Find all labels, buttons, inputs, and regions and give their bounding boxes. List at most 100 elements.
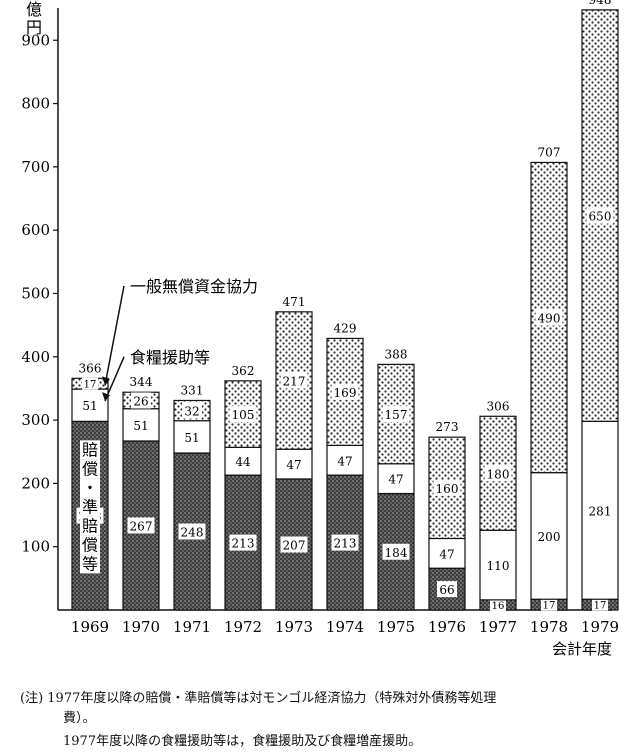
value-label: 157 bbox=[385, 408, 408, 422]
value-label: 650 bbox=[589, 210, 612, 224]
value-label-bg bbox=[335, 452, 355, 469]
series-label-char: ・ bbox=[82, 478, 98, 497]
value-label: 51 bbox=[82, 399, 97, 413]
total-label: 707 bbox=[538, 145, 561, 159]
value-label: 110 bbox=[487, 559, 510, 573]
x-tick-label: 1974 bbox=[326, 618, 364, 636]
value-label: 47 bbox=[388, 473, 403, 487]
value-label-bg bbox=[331, 534, 359, 551]
value-label: 169 bbox=[334, 386, 357, 400]
value-label-bg bbox=[535, 309, 563, 326]
total-label: 948 bbox=[589, 0, 612, 7]
value-label-bg bbox=[229, 534, 257, 551]
value-label-bg bbox=[382, 406, 410, 423]
series-label-char: 賠 bbox=[82, 440, 98, 459]
x-tick-label: 1978 bbox=[530, 618, 568, 636]
value-label-bg bbox=[80, 397, 100, 414]
value-label-bg bbox=[592, 598, 608, 611]
value-label: 248 bbox=[181, 526, 204, 540]
value-label: 51 bbox=[133, 419, 148, 433]
value-label-bg bbox=[586, 207, 614, 224]
value-label-bg bbox=[437, 545, 457, 562]
y-tick-label: 700 bbox=[21, 158, 50, 176]
value-label-bg bbox=[586, 502, 614, 519]
series-label-char: 等 bbox=[82, 554, 98, 573]
series-label-char: 賠 bbox=[82, 516, 98, 535]
x-tick-label: 1971 bbox=[173, 618, 211, 636]
value-label: 47 bbox=[439, 547, 454, 561]
series-label-bg bbox=[80, 440, 100, 460]
value-label: 47 bbox=[286, 458, 301, 472]
value-label-bg bbox=[127, 517, 155, 534]
y-tick-label: 100 bbox=[21, 538, 50, 556]
x-tick-label: 1979 bbox=[581, 618, 619, 636]
value-label: 66 bbox=[439, 583, 454, 597]
note-line-3: 1977年度以降の食糧援助等は，食糧援助及び食糧増産援助。 bbox=[63, 734, 422, 749]
value-label-bg bbox=[182, 428, 202, 445]
value-label: 281 bbox=[589, 504, 612, 518]
total-label: 388 bbox=[385, 347, 408, 361]
y-tick-label: 300 bbox=[21, 411, 50, 429]
value-label: 17 bbox=[594, 601, 607, 612]
value-label: 32 bbox=[184, 405, 199, 419]
x-tick-label: 1970 bbox=[122, 618, 160, 636]
value-label-bg bbox=[284, 456, 304, 473]
series-label-bg bbox=[80, 535, 100, 555]
x-tick-label: 1977 bbox=[479, 618, 517, 636]
value-label: 213 bbox=[232, 537, 255, 551]
value-label-bg bbox=[331, 383, 359, 400]
value-label-bg bbox=[233, 453, 253, 470]
value-label: 213 bbox=[334, 537, 357, 551]
value-label-bg bbox=[386, 470, 406, 487]
value-label: 207 bbox=[283, 538, 306, 552]
value-label-bg bbox=[433, 479, 461, 496]
y-tick-label: 400 bbox=[21, 348, 50, 366]
value-label-bg bbox=[82, 377, 98, 390]
total-label: 344 bbox=[130, 375, 153, 389]
y-tick-label: 200 bbox=[21, 474, 50, 492]
callout-arrow-food-aid bbox=[104, 356, 125, 402]
callout-arrow-general-grant bbox=[104, 285, 125, 386]
value-label-bg bbox=[437, 581, 457, 598]
x-tick-label: 1972 bbox=[224, 618, 262, 636]
value-label-bg bbox=[490, 598, 506, 611]
total-label: 362 bbox=[232, 364, 255, 378]
value-label: 180 bbox=[487, 467, 510, 481]
x-tick-label: 1975 bbox=[377, 618, 415, 636]
value-label: 51 bbox=[184, 431, 199, 445]
bars: 2985117366267512634424851323312134410536… bbox=[71, 0, 619, 612]
value-label: 217 bbox=[283, 375, 306, 389]
value-label: 105 bbox=[232, 408, 255, 422]
note-line-2: 費）。 bbox=[63, 711, 96, 726]
value-label-bg bbox=[131, 392, 151, 409]
value-label: 160 bbox=[436, 482, 459, 496]
value-label: 17 bbox=[84, 380, 97, 391]
y-tick-label: 500 bbox=[21, 284, 50, 302]
bar-segment bbox=[224, 446, 262, 476]
series-label-char: 償 bbox=[82, 459, 98, 478]
value-label: 267 bbox=[130, 519, 153, 533]
y-tick-label: 800 bbox=[21, 95, 50, 113]
series-label-bg bbox=[80, 554, 100, 574]
series-label-bg bbox=[80, 478, 100, 498]
callout-label-general-grant: 一般無償資金協力 bbox=[130, 277, 258, 296]
value-label-bg bbox=[535, 527, 563, 544]
value-label: 200 bbox=[538, 530, 561, 544]
value-label-bg bbox=[131, 416, 151, 433]
series-label-char: 償 bbox=[82, 535, 98, 554]
axes: 100 200 300 400 500 600 700 800 900 億円 1969 1970 197… bbox=[21, 0, 619, 658]
series-label-bg bbox=[80, 497, 100, 517]
value-label-bg bbox=[541, 598, 557, 611]
value-label-bg bbox=[182, 402, 202, 419]
value-label-bg bbox=[280, 372, 308, 389]
value-label: 490 bbox=[538, 312, 561, 326]
total-label: 366 bbox=[79, 361, 102, 375]
value-label: 16 bbox=[492, 601, 505, 612]
value-label: 184 bbox=[385, 546, 408, 560]
value-label-bg bbox=[178, 523, 206, 540]
value-label: 47 bbox=[337, 454, 352, 468]
total-label: 429 bbox=[334, 321, 357, 335]
value-label-bg bbox=[484, 465, 512, 482]
arrowhead bbox=[102, 392, 110, 402]
